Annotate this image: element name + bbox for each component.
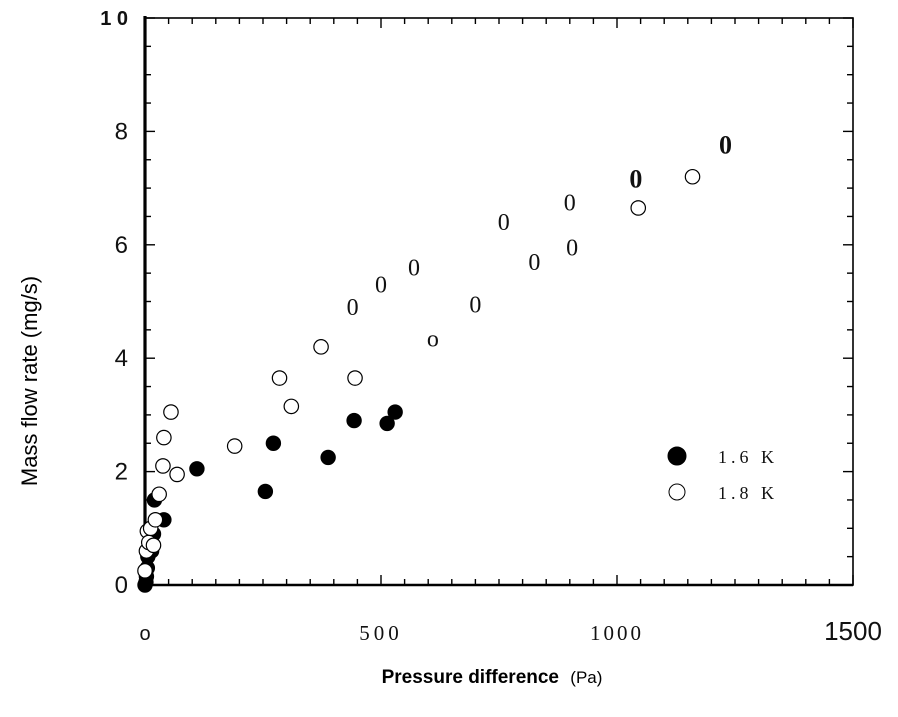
- data-point-1-8k: [155, 458, 171, 474]
- data-point-1-6k: [257, 483, 274, 500]
- data-point-1-8k: [347, 370, 363, 386]
- legend: 1.6 K 1.8 K: [667, 446, 778, 503]
- plot-annotation: 0: [408, 255, 420, 281]
- data-point-1-6k: [346, 412, 362, 429]
- data-point-1-8k: [147, 511, 164, 528]
- plot-annotation: 0: [564, 190, 576, 216]
- data-point-1-8k: [630, 200, 647, 216]
- plot-annotation: 0: [347, 295, 359, 321]
- x-tick-label: 1000: [590, 621, 644, 645]
- plot-annotation: 0: [629, 165, 642, 194]
- data-points: [137, 168, 701, 593]
- plot-annotation: 0: [566, 236, 578, 262]
- y-tick-label: 0: [115, 572, 128, 599]
- data-point-1-8k: [283, 398, 300, 415]
- data-point-1-6k: [265, 435, 282, 451]
- data-point-1-8k: [156, 429, 172, 446]
- plot-annotation: 0: [498, 210, 510, 236]
- y-axis-label: Mass flow rate (mg/s): [17, 276, 42, 486]
- data-point-1-6k: [320, 449, 336, 466]
- x-axis-label-main: Pressure difference: [382, 667, 559, 688]
- axis-ticks: [144, 17, 854, 586]
- y-tick-label: 2: [115, 459, 128, 486]
- y-tick-label: 8: [115, 118, 128, 145]
- data-point-1-8k: [684, 168, 701, 185]
- y-tick-label: 6: [115, 232, 128, 259]
- x-tick-label: 500: [359, 621, 403, 645]
- y-tick-label: 4: [115, 345, 128, 372]
- data-point-1-6k: [387, 404, 403, 420]
- plot-annotation: 0: [375, 272, 387, 298]
- x-axis-label: Pressure difference (Pa): [382, 667, 603, 688]
- data-point-1-8k: [271, 370, 288, 386]
- x-tick-label: o: [139, 623, 150, 645]
- data-point-1-8k: [151, 486, 167, 503]
- data-point-1-8k: [169, 466, 185, 483]
- y-tick-label: 1 0: [100, 8, 128, 30]
- data-point-1-6k: [189, 461, 205, 477]
- x-axis-label-unit: (Pa): [570, 668, 602, 687]
- legend-marker-open: [668, 483, 686, 501]
- data-point-1-8k: [226, 438, 243, 454]
- data-point-1-8k: [313, 339, 329, 355]
- legend-label: 1.8 K: [718, 483, 778, 503]
- legend-marker-filled: [667, 446, 687, 466]
- data-point-1-8k: [163, 404, 179, 420]
- legend-label: 1.6 K: [718, 447, 778, 467]
- data-point-1-6k: [379, 415, 395, 432]
- data-point-1-8k: [137, 563, 153, 579]
- x-tick-label: 1500: [824, 616, 882, 646]
- plot-annotation: o: [427, 326, 439, 352]
- plot-annotation: 0: [469, 292, 481, 318]
- plot-annotation: 0: [528, 250, 540, 276]
- data-point-1-8k: [145, 537, 162, 554]
- plot-annotation: 0: [719, 131, 732, 160]
